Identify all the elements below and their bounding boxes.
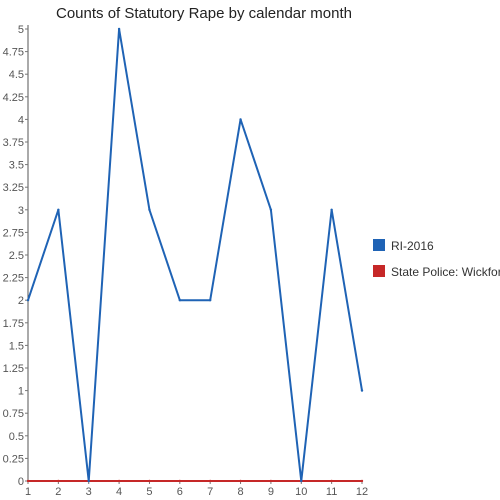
data-point bbox=[208, 299, 212, 302]
y-tick-label: 0.75 bbox=[3, 408, 24, 420]
data-point bbox=[26, 479, 30, 483]
y-tick-label: 1 bbox=[18, 386, 24, 398]
x-tick-label: 6 bbox=[177, 486, 183, 498]
y-tick-label: 3.5 bbox=[9, 160, 24, 172]
y-tick-label: 4.25 bbox=[3, 92, 24, 104]
data-point bbox=[57, 479, 60, 483]
y-tick-label: 5 bbox=[18, 24, 24, 36]
data-point bbox=[117, 27, 121, 31]
x-axis-ticks: 1 2 3 4 5 6 7 8 9 10 11 12 bbox=[25, 481, 368, 498]
data-point bbox=[148, 208, 151, 211]
data-point bbox=[360, 389, 364, 392]
y-tick-label: 1.25 bbox=[3, 363, 24, 375]
y-tick-label: 3.75 bbox=[3, 137, 24, 149]
data-point bbox=[330, 479, 333, 483]
y-tick-label: 2.25 bbox=[3, 273, 24, 285]
x-tick-label: 7 bbox=[207, 486, 213, 498]
data-point bbox=[178, 299, 182, 302]
x-tick-label: 8 bbox=[237, 486, 243, 498]
data-point bbox=[57, 208, 60, 211]
legend-swatch bbox=[373, 239, 385, 251]
x-tick-label: 10 bbox=[295, 486, 307, 498]
data-point bbox=[148, 479, 151, 483]
y-tick-label: 3 bbox=[18, 205, 24, 217]
data-point bbox=[239, 479, 242, 483]
data-point bbox=[87, 479, 90, 483]
y-tick-label: 1.75 bbox=[3, 318, 24, 330]
y-tick-label: 2.75 bbox=[3, 227, 24, 239]
y-tick-label: 4.75 bbox=[3, 47, 24, 59]
y-tick-label: 3.25 bbox=[3, 182, 24, 194]
x-tick-label: 3 bbox=[86, 486, 92, 498]
x-tick-label: 4 bbox=[116, 486, 122, 498]
data-point bbox=[330, 208, 333, 211]
x-tick-label: 5 bbox=[146, 486, 152, 498]
series-line bbox=[27, 28, 363, 482]
y-tick-label: 4 bbox=[18, 114, 24, 126]
x-tick-label: 1 bbox=[25, 486, 31, 498]
data-point bbox=[178, 479, 182, 483]
data-point bbox=[239, 118, 242, 121]
data-point bbox=[269, 208, 273, 211]
data-point bbox=[26, 299, 30, 302]
data-point bbox=[208, 479, 212, 483]
legend: RI-2016 State Police: Wickford bbox=[373, 239, 500, 279]
x-tick-label: 12 bbox=[356, 486, 368, 498]
data-point bbox=[117, 479, 121, 483]
y-tick-label: 0 bbox=[18, 476, 24, 488]
legend-swatch bbox=[373, 265, 385, 277]
x-tick-label: 11 bbox=[326, 486, 337, 498]
legend-label: State Police: Wickford bbox=[391, 265, 500, 279]
data-point bbox=[269, 479, 273, 483]
x-tick-label: 9 bbox=[268, 486, 274, 498]
y-tick-label: 1.5 bbox=[9, 340, 24, 352]
y-tick-label: 2.5 bbox=[9, 250, 24, 262]
y-tick-label: 4.5 bbox=[9, 69, 24, 81]
data-point bbox=[360, 479, 364, 483]
axes bbox=[27, 25, 362, 482]
y-tick-label: 0.5 bbox=[9, 431, 24, 443]
legend-label: RI-2016 bbox=[391, 239, 434, 253]
y-tick-label: 2 bbox=[18, 295, 24, 307]
data-point bbox=[300, 479, 303, 483]
y-axis-ticks: 0 0.25 0.5 0.75 1 1.25 1.5 1.75 2 2.25 2.5 2.75 3 3.2… bbox=[3, 24, 28, 488]
chart-title: Counts of Statutory Rape by calendar mon… bbox=[56, 5, 352, 22]
y-tick-label: 0.25 bbox=[3, 453, 24, 465]
x-tick-label: 2 bbox=[55, 486, 61, 498]
series-layer bbox=[26, 27, 364, 483]
